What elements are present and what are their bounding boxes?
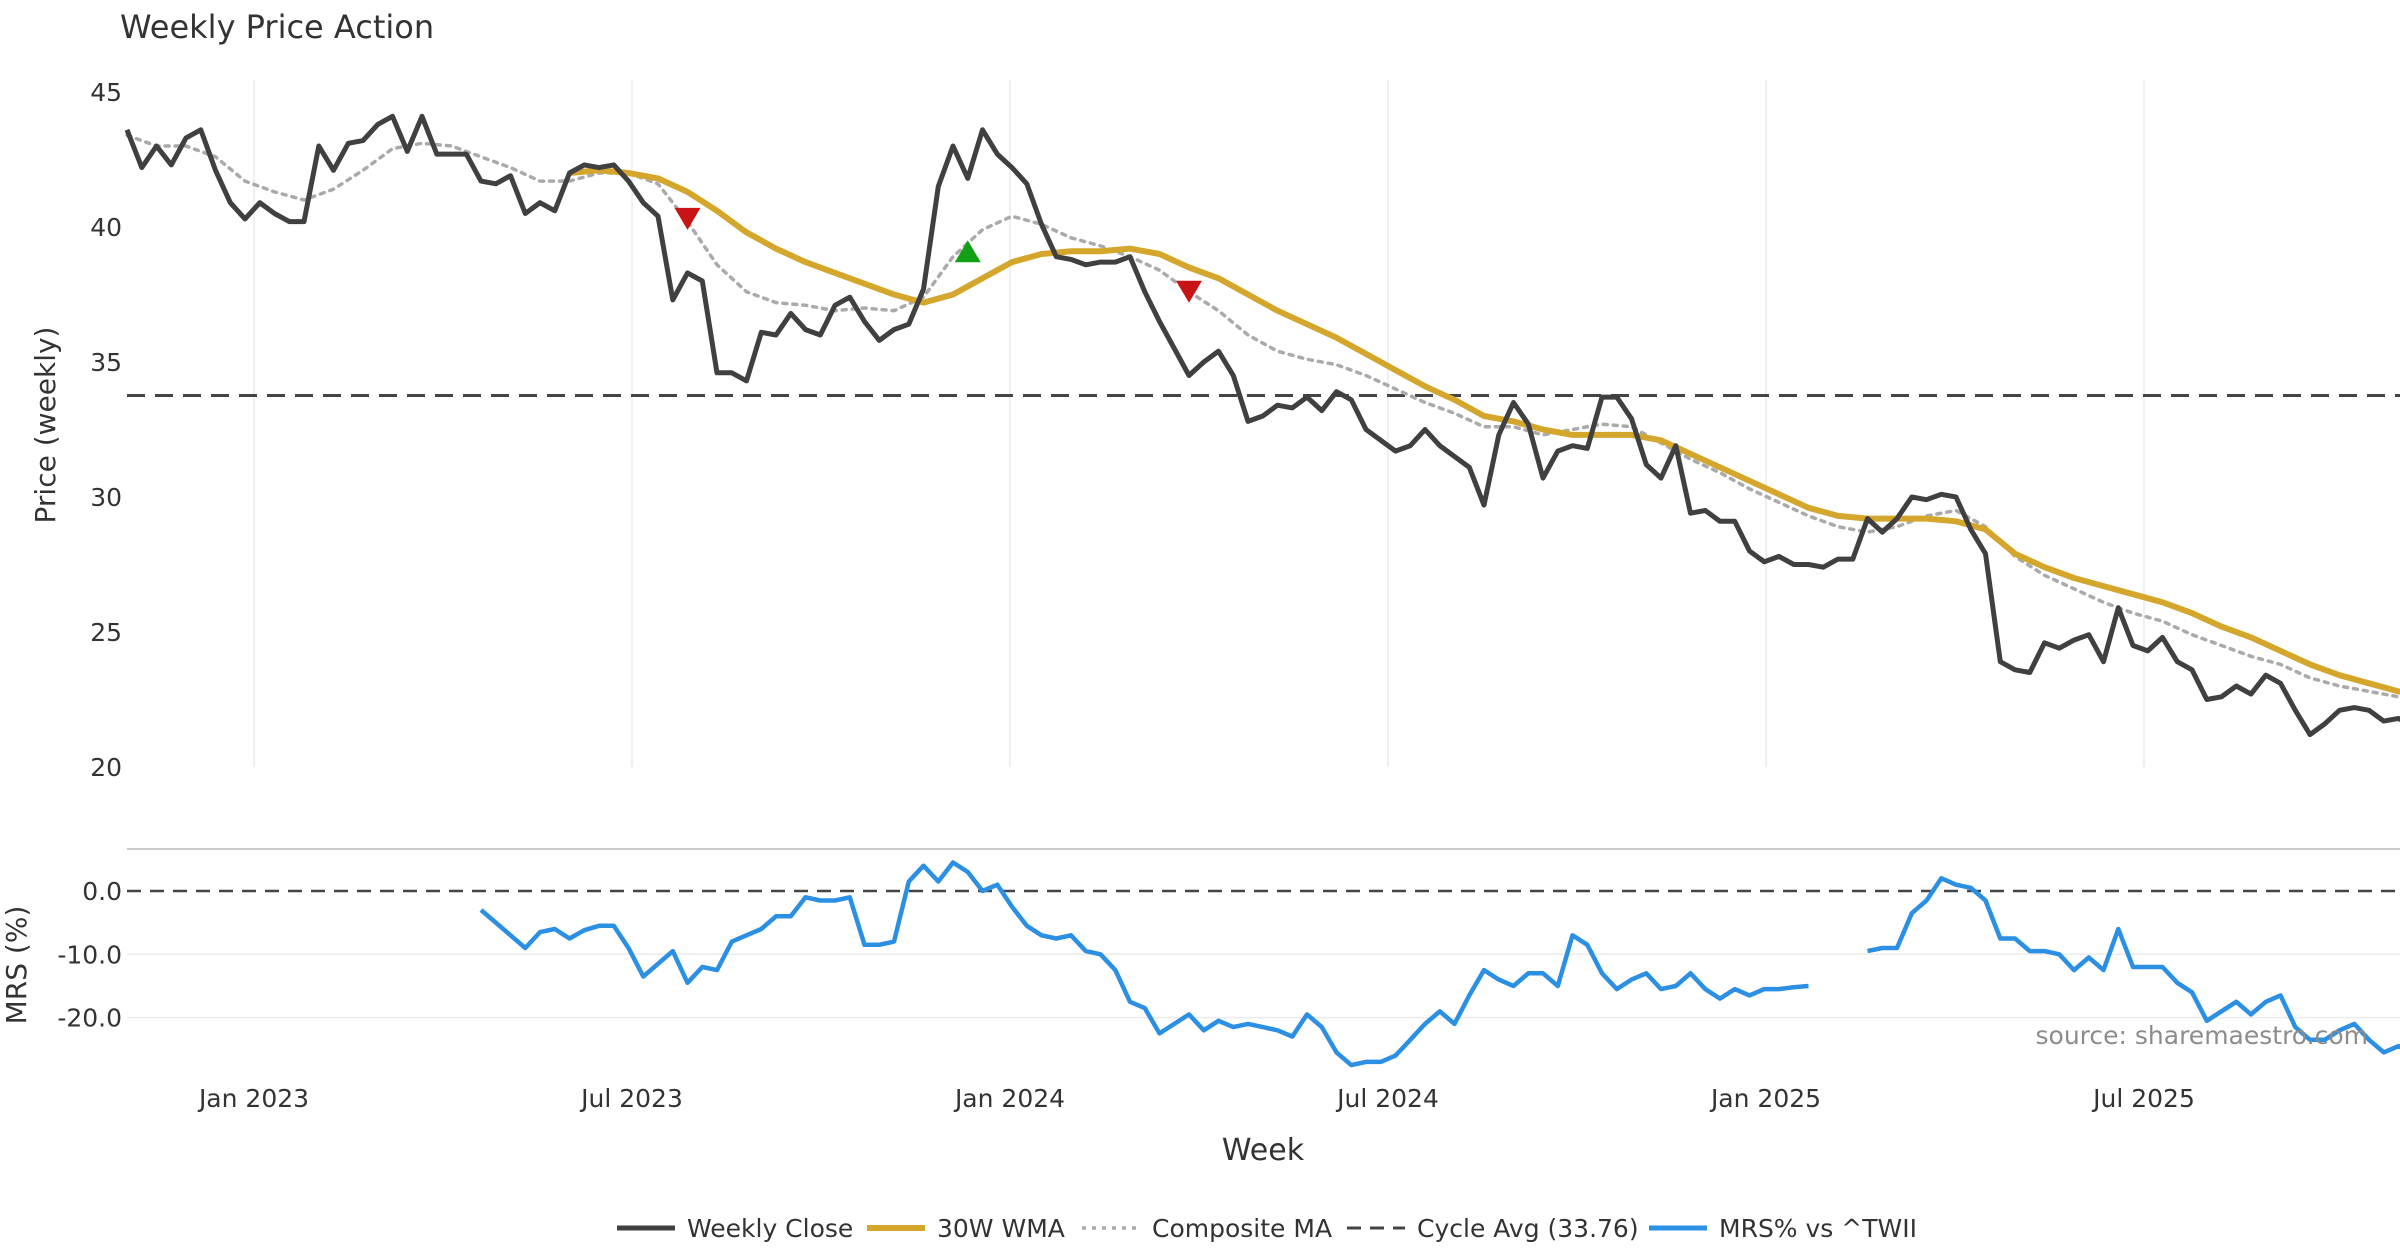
mrs-horizontal-gridlines [127,953,2400,1019]
price-y-tick-label: 25 [90,618,122,647]
x-axis-label: Week [1222,1133,1305,1168]
price-y-tick-label: 30 [90,483,122,512]
buy-signal-marker [954,240,981,263]
x-tick-label: Jul 2024 [1335,1084,1439,1113]
legend-item: Cycle Avg (33.76) [1347,1214,1639,1243]
chart-title: Weekly Price Action [120,8,434,46]
x-axis-ticks: Jan 2023 Jul 2023 Jan 2024 Jul 2024 Jan 2025… [197,1084,2195,1113]
legend-item: 30W WMA [867,1214,1065,1243]
x-tick-label: Jan 2023 [197,1084,309,1113]
weekly-close-line [124,113,2400,738]
sell-signal-marker [674,207,701,230]
sell-signal-marker [1176,280,1202,303]
legend-item: MRS% vs ^TWII [1649,1214,1917,1243]
x-tick-label: Jul 2023 [579,1084,683,1113]
legend-label: Weekly Close [687,1214,853,1243]
price-y-tick-label: 20 [90,753,122,782]
x-tick-label: Jan 2025 [1709,1084,1821,1113]
price-vertical-gridlines [253,80,2145,767]
legend-label: Cycle Avg (33.76) [1417,1214,1639,1243]
x-tick-label: Jul 2025 [2091,1084,2195,1113]
mrs-line [479,860,1809,1068]
legend-item: Weekly Close [617,1214,853,1243]
legend-label: 30W WMA [937,1214,1065,1243]
chart-legend: Weekly Close 30W WMA Composite MA Cycle Avg… [617,1214,1917,1243]
source-note: source: sharemaestro.com [2036,1021,2369,1050]
mrs-y-tick-label: -10.0 [57,940,122,969]
legend-item: Composite MA [1082,1214,1332,1243]
mrs-panel: 0.0 -10.0 -20.0 MRS (%) source: sharemaest… [0,860,2400,1068]
price-panel: 20 25 30 35 40 45 Price (weekly) [29,78,2400,782]
price-y-ticks: 20 25 30 35 40 45 [90,78,122,782]
signal-markers [674,207,1202,303]
mrs-y-axis-label: MRS (%) [0,906,33,1025]
price-y-axis-label: Price (weekly) [29,327,62,524]
composite-ma-line [125,133,2400,699]
price-y-tick-label: 35 [90,348,122,377]
mrs-y-tick-label: -20.0 [57,1004,122,1033]
x-tick-label: Jan 2024 [953,1084,1065,1113]
mrs-lines [479,860,2400,1068]
legend-label: MRS% vs ^TWII [1719,1214,1917,1243]
wma-30w-line [569,167,2400,695]
legend-label: Composite MA [1152,1214,1332,1243]
price-y-tick-label: 45 [90,78,122,107]
mrs-line [1867,876,2400,1055]
mrs-y-ticks: 0.0 -10.0 -20.0 [57,877,122,1033]
mrs-y-tick-label: 0.0 [82,877,122,906]
price-y-tick-label: 40 [90,213,122,242]
